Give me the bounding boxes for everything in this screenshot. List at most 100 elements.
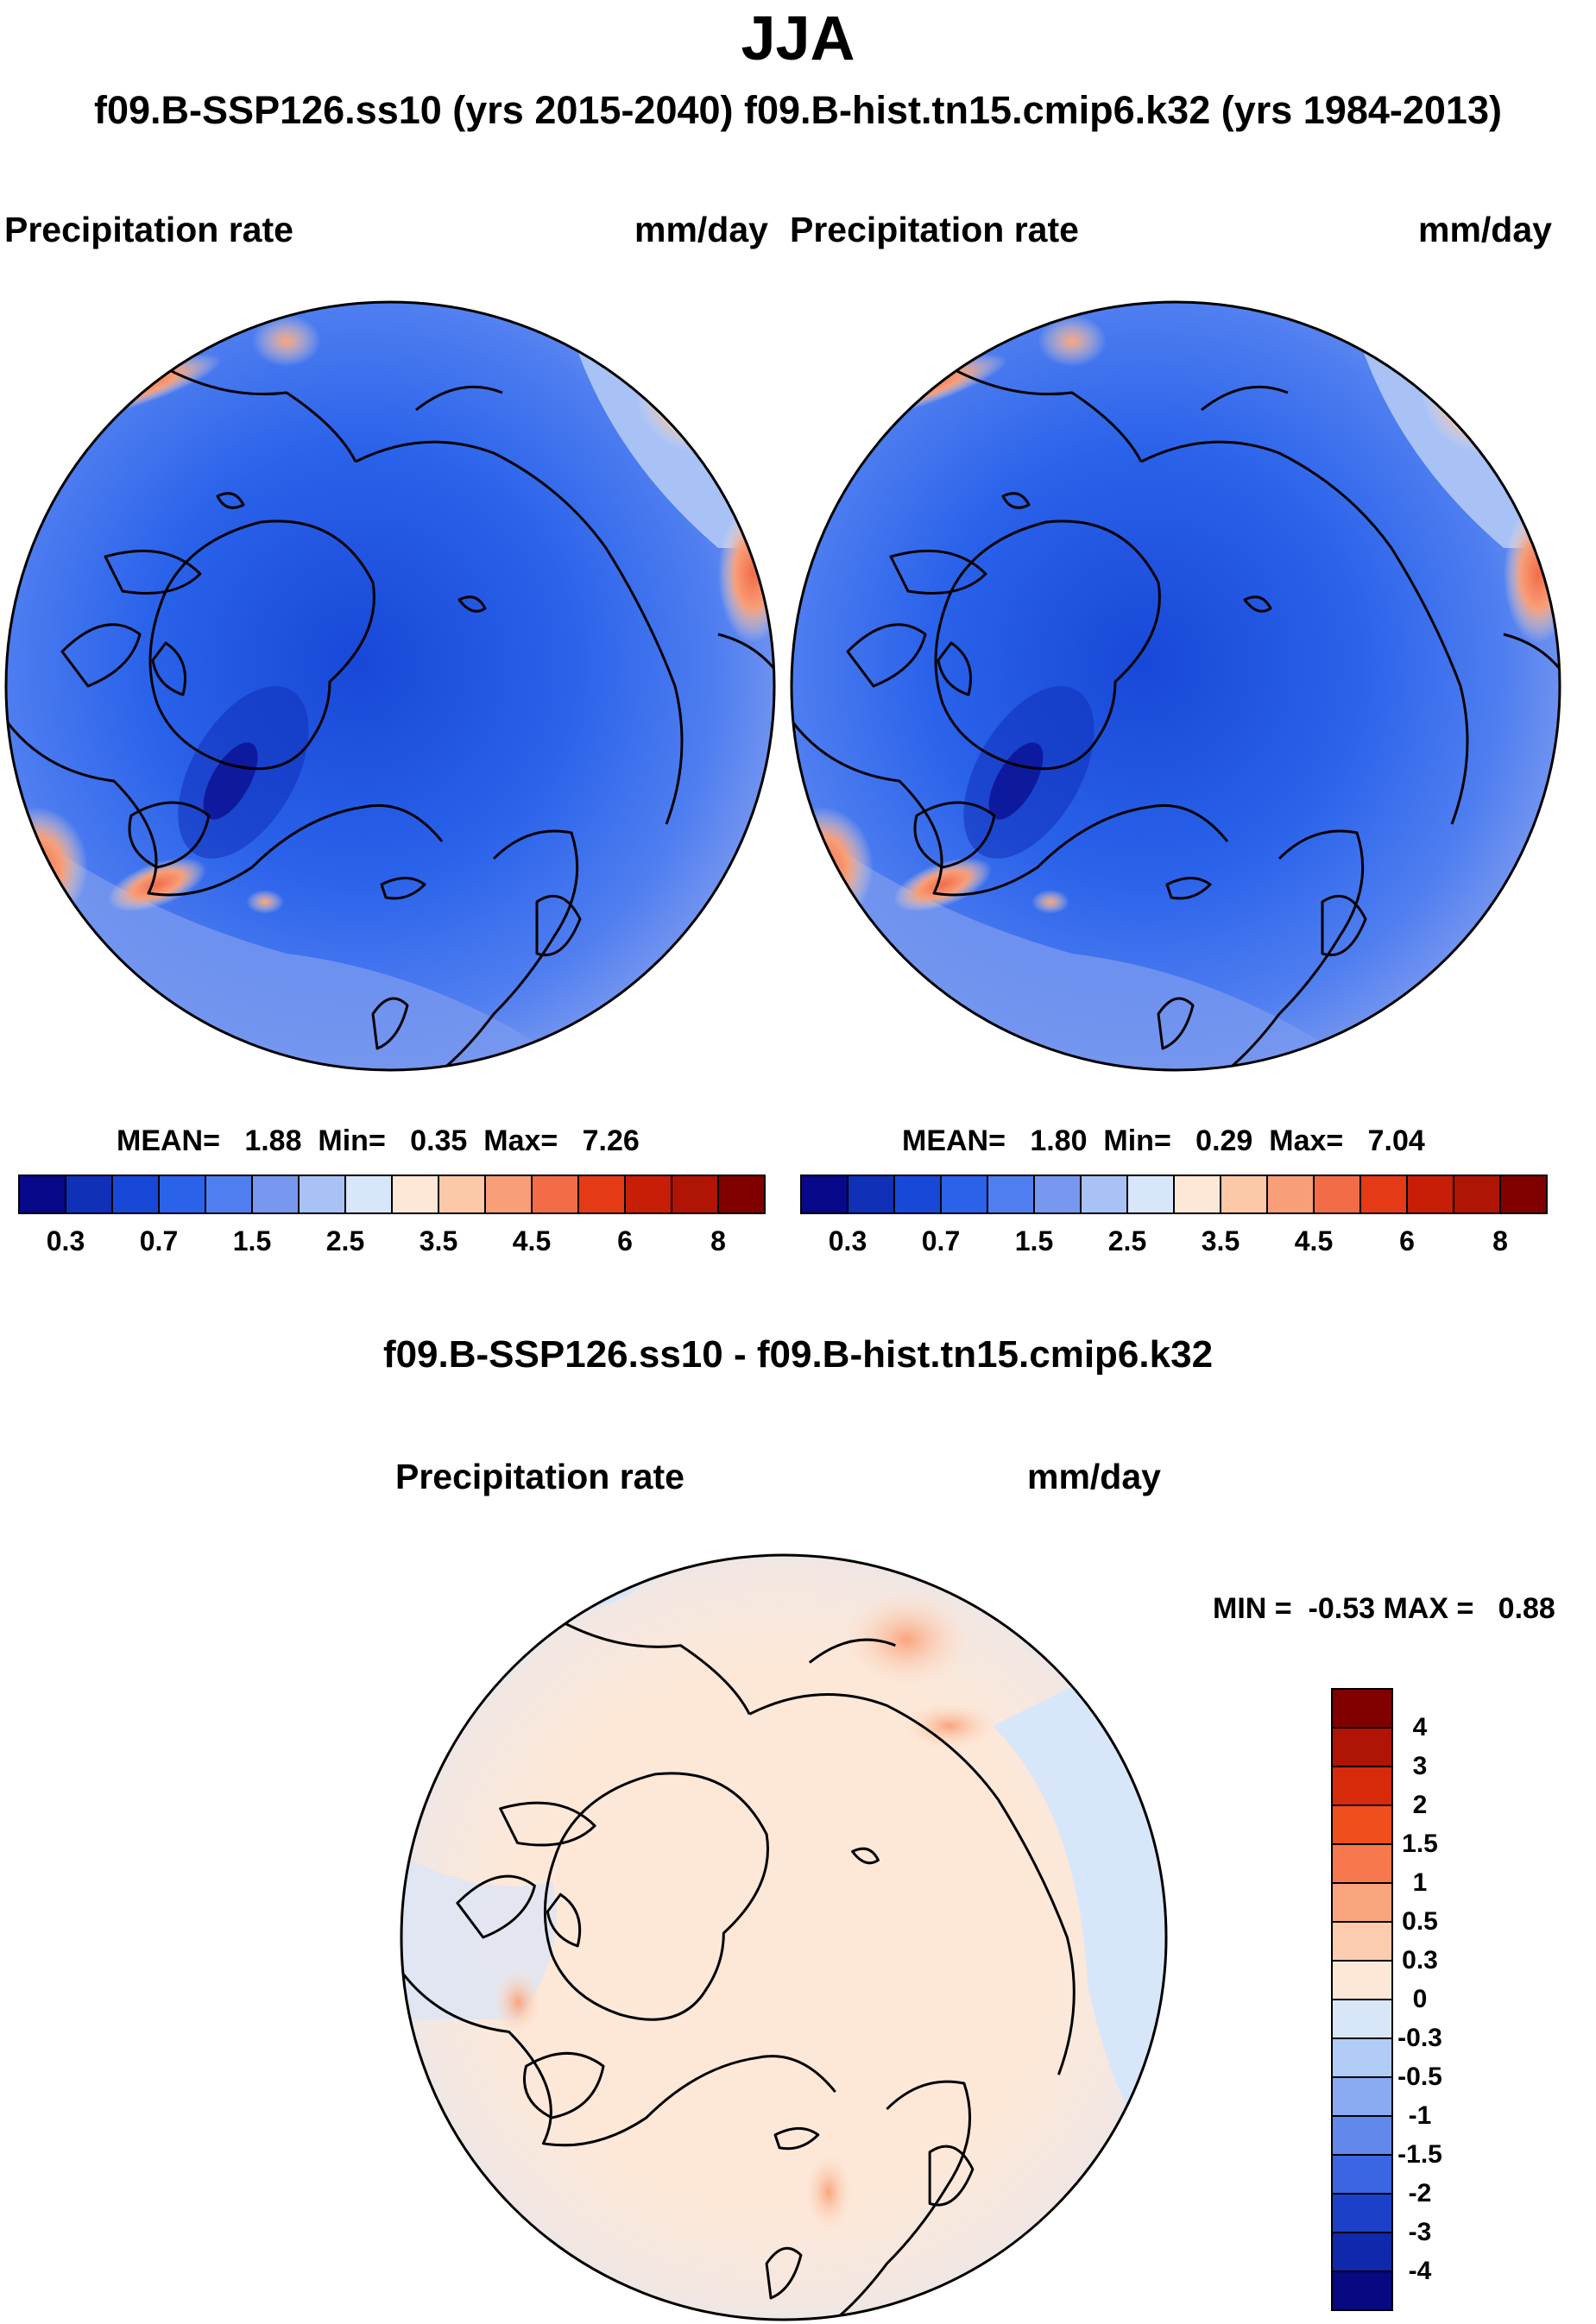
left-colorbar (18, 1175, 766, 1214)
left-colorbar-tick-label: 4.5 (512, 1225, 552, 1256)
difference-field-label: Precipitation rate (395, 1457, 684, 1496)
left-colorbar-box (717, 1175, 766, 1214)
left-colorbar-box (344, 1175, 393, 1214)
left-colorbar-box (671, 1175, 719, 1214)
difference-colorbar-tick-label: 1 (1412, 1868, 1428, 1897)
difference-colorbar-tick-label: -0.3 (1397, 2024, 1442, 2052)
right-polar-map (792, 302, 1560, 1070)
left-map-border (4, 300, 776, 1072)
left-min-label: Min= (318, 1124, 386, 1157)
right-min-value: 0.29 (1195, 1124, 1253, 1157)
difference-colorbar-box (1331, 1999, 1393, 2039)
right-colorbar-box (1406, 1175, 1454, 1214)
left-colorbar-box (158, 1175, 206, 1214)
left-stats: MEAN= 1.88 Min= 0.35 Max= 7.26 (117, 1124, 640, 1158)
difference-colorbar-tick-label: 2 (1412, 1791, 1428, 1819)
right-colorbar-box (1220, 1175, 1268, 1214)
right-colorbar-box (1359, 1175, 1408, 1214)
difference-map-border (400, 1553, 1168, 2321)
difference-colorbar-box (1331, 1727, 1393, 1767)
right-colorbar-box (1499, 1175, 1548, 1214)
left-mean-value: 1.88 (244, 1124, 302, 1157)
difference-colorbar-tick-label: -2 (1408, 2179, 1432, 2207)
right-mean-value: 1.80 (1030, 1124, 1088, 1157)
right-colorbar (800, 1175, 1548, 1214)
difference-colorbar-box (1331, 1960, 1393, 2000)
difference-colorbar-tick-label: 1.5 (1402, 1830, 1438, 1858)
left-colorbar-box (111, 1175, 160, 1214)
right-colorbar-tick-label: 0.7 (921, 1225, 961, 1256)
difference-title: f09.B-SSP126.ss10 - f09.B-hist.tn15.cmip… (382, 1333, 1214, 1376)
right-colorbar-box (1080, 1175, 1128, 1214)
right-colorbar-tick-label: 1.5 (1014, 1225, 1054, 1256)
difference-colorbar-tick-label: 3 (1412, 1752, 1428, 1780)
difference-units-label: mm/day (1027, 1457, 1161, 1496)
difference-colorbar-box (1331, 2037, 1393, 2078)
right-colorbar-box (1173, 1175, 1221, 1214)
left-max-label: Max= (483, 1124, 558, 1157)
left-colorbar-tick-label: 8 (710, 1225, 726, 1256)
left-colorbar-box (531, 1175, 579, 1214)
difference-colorbar-box (1331, 2154, 1393, 2195)
difference-colorbar-box (1331, 1688, 1393, 1729)
left-colorbar-box (391, 1175, 439, 1214)
difference-colorbar-tick-label: -1.5 (1397, 2140, 1442, 2169)
left-colorbar-tick-label: 6 (617, 1225, 633, 1256)
difference-colorbar-box (1331, 2270, 1393, 2311)
left-min-value: 0.35 (410, 1124, 468, 1157)
difference-colorbar-tick-label: -4 (1408, 2257, 1432, 2285)
right-colorbar-tick-label: 8 (1492, 1225, 1508, 1256)
right-colorbar-tick-label: 6 (1399, 1225, 1415, 1256)
difference-colorbar-tick-label: 0 (1412, 1985, 1428, 2013)
left-colorbar-tick-label: 1.5 (232, 1225, 272, 1256)
left-colorbar-box (484, 1175, 533, 1214)
right-colorbar-box (1033, 1175, 1082, 1214)
right-colorbar-box (800, 1175, 848, 1214)
difference-colorbar (1331, 1688, 1393, 2311)
difference-polar-map (401, 1555, 1166, 2320)
difference-colorbar-box (1331, 1766, 1393, 1806)
right-colorbar-tick-label: 4.5 (1294, 1225, 1334, 1256)
figure-title: JJA (741, 4, 855, 73)
left-colorbar-box (577, 1175, 626, 1214)
difference-colorbar-box (1331, 1882, 1393, 1923)
difference-minmax: MIN = -0.53 MAX = 0.88 (1213, 1592, 1555, 1625)
right-colorbar-tick-label: 2.5 (1107, 1225, 1147, 1256)
right-colorbar-box (1313, 1175, 1361, 1214)
left-colorbar-tick-label: 0.7 (139, 1225, 179, 1256)
difference-colorbar-box (1331, 2115, 1393, 2156)
right-field-label: Precipitation rate (790, 210, 1079, 249)
difference-colorbar-box (1331, 1804, 1393, 1845)
right-colorbar-box (847, 1175, 895, 1214)
left-colorbar-box (438, 1175, 486, 1214)
right-max-value: 7.04 (1367, 1124, 1425, 1157)
difference-colorbar-box (1331, 1921, 1393, 1962)
right-map-border (790, 300, 1561, 1072)
right-colorbar-box (1266, 1175, 1315, 1214)
difference-colorbar-box (1331, 2193, 1393, 2233)
difference-colorbar-tick-label: 4 (1412, 1713, 1428, 1741)
right-max-label: Max= (1269, 1124, 1344, 1157)
right-colorbar-box (940, 1175, 988, 1214)
difference-colorbar-box (1331, 2232, 1393, 2272)
difference-colorbar-box (1331, 2076, 1393, 2117)
right-mean-label: MEAN= (902, 1124, 1006, 1157)
right-colorbar-box (1126, 1175, 1175, 1214)
left-polar-map (6, 302, 774, 1070)
left-units-label: mm/day (634, 210, 768, 249)
left-colorbar-box (298, 1175, 346, 1214)
right-colorbar-box (893, 1175, 942, 1214)
right-colorbar-box (1453, 1175, 1501, 1214)
right-min-label: Min= (1103, 1124, 1171, 1157)
difference-colorbar-tick-label: -0.5 (1397, 2063, 1442, 2091)
left-colorbar-tick-label: 2.5 (325, 1225, 365, 1256)
right-units-label: mm/day (1418, 210, 1552, 249)
left-field-label: Precipitation rate (4, 210, 293, 249)
difference-colorbar-tick-label: -3 (1408, 2218, 1432, 2246)
left-colorbar-box (251, 1175, 300, 1214)
left-colorbar-box (205, 1175, 253, 1214)
left-colorbar-box (18, 1175, 66, 1214)
right-colorbar-tick-label: 0.3 (828, 1225, 867, 1256)
left-colorbar-box (624, 1175, 672, 1214)
